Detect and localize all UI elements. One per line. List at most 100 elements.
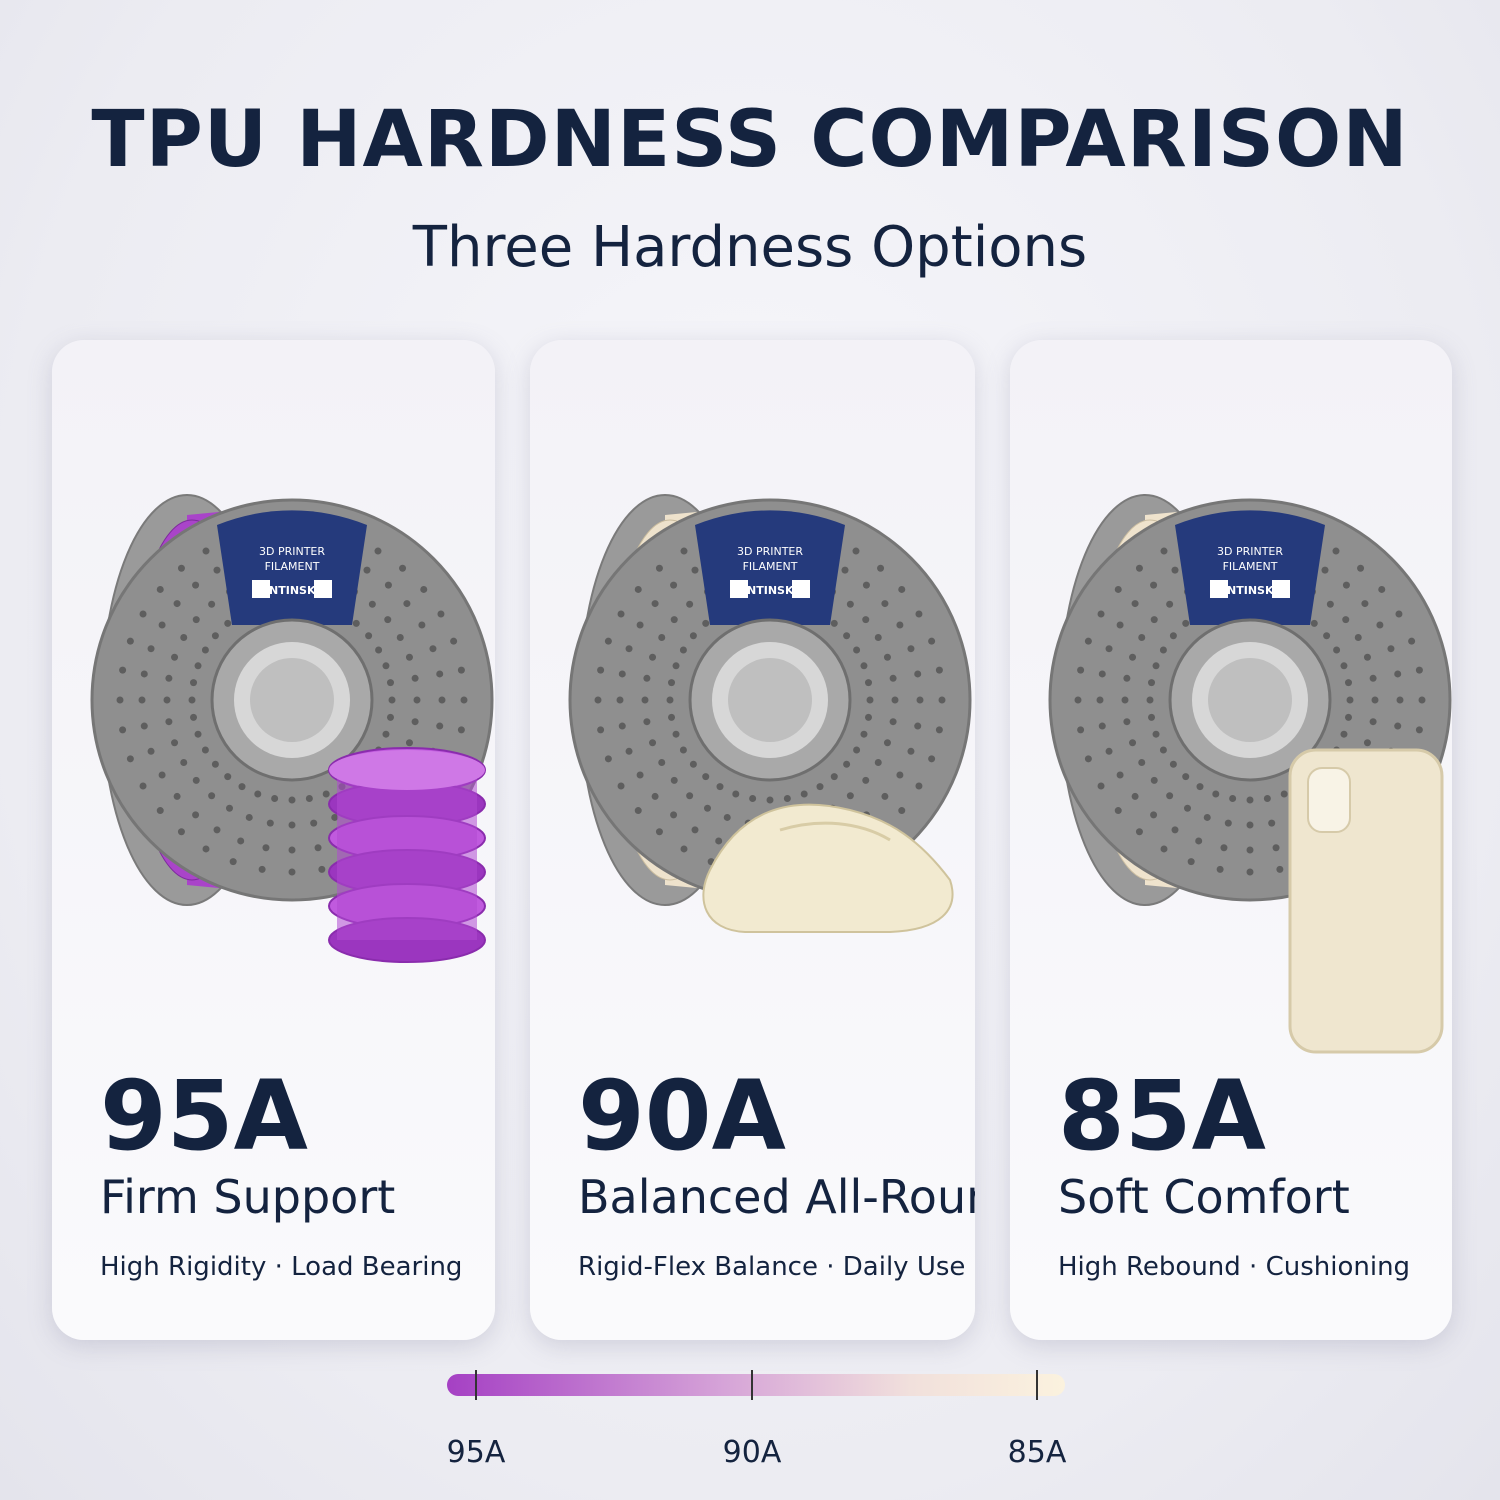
decor-circle (1150, 811, 1158, 819)
decor-circle (636, 621, 644, 629)
decor-circle (396, 634, 404, 641)
decor-circle (715, 837, 723, 845)
decor-circle (686, 792, 694, 800)
decor-circle (1105, 747, 1113, 755)
decor-circle (1123, 674, 1131, 682)
decor-circle (1415, 666, 1423, 674)
decor-circle (386, 713, 394, 721)
decor-circle (874, 759, 882, 766)
decor-circle (896, 771, 904, 779)
decor-circle (704, 804, 711, 812)
decor-circle (616, 696, 624, 704)
decor-circle (749, 794, 757, 802)
decor-circle (1150, 581, 1158, 589)
decor-circle (891, 696, 899, 704)
decor-circle (211, 632, 219, 640)
decor-circle (190, 713, 198, 721)
decor-circle (1310, 619, 1318, 627)
decor-circle (1376, 621, 1384, 629)
decor-circle (1098, 722, 1106, 730)
decor-circle (1263, 794, 1271, 802)
decor-circle (907, 747, 915, 755)
decor-circle (862, 616, 870, 624)
decor-rect (314, 580, 332, 598)
decor-circle (180, 634, 188, 641)
decor-circle (862, 581, 870, 589)
decor-circle (288, 821, 296, 829)
decor-circle (732, 790, 740, 798)
decor-circle (1276, 865, 1284, 873)
decor-circle (211, 760, 219, 768)
decor-circle (889, 674, 897, 682)
decor-circle (368, 600, 376, 608)
decor-circle (399, 564, 407, 572)
decor-circle (1114, 585, 1122, 593)
decor-text: FILAMENT (1223, 560, 1278, 573)
decor-circle (1171, 826, 1179, 834)
decor-circle (450, 637, 458, 645)
decor-circle (1131, 792, 1139, 800)
decor-circle (1097, 610, 1105, 618)
decor-circle (158, 621, 166, 629)
decor-circle (388, 696, 396, 704)
decor-circle (843, 632, 851, 640)
decor-circle (374, 547, 382, 555)
decor-circle (641, 696, 649, 704)
decor-circle (864, 679, 872, 687)
decor-circle (1077, 666, 1085, 674)
decor-circle (1169, 632, 1177, 640)
decor-circle (1138, 634, 1146, 641)
decor-circle (1160, 547, 1168, 555)
decor-circle (860, 730, 868, 738)
decor-rect (730, 580, 748, 598)
decor-circle (1208, 658, 1292, 742)
decor-circle (139, 782, 147, 790)
decor-text: FILAMENT (265, 560, 320, 573)
decor-rect (337, 770, 477, 940)
decor-circle (119, 726, 127, 734)
decor-circle (691, 826, 699, 834)
decor-circle (670, 776, 678, 784)
decor-circle (618, 722, 626, 730)
decor-circle (156, 585, 164, 593)
decor-circle (843, 760, 851, 768)
decor-circle (1097, 782, 1105, 790)
decor-circle (213, 566, 221, 574)
decor-circle (672, 662, 680, 670)
decor-circle (668, 713, 676, 721)
decor-text: ANTINSKY (261, 584, 325, 597)
decor-circle (384, 581, 392, 589)
decor-circle (165, 718, 173, 726)
spool-illustration: 3D PRINTER FILAMENT ANTINSKY (568, 494, 972, 933)
decor-ellipse (329, 750, 485, 790)
product-shoe (702, 803, 954, 933)
decor-circle (1357, 564, 1365, 572)
decor-circle (1246, 868, 1254, 876)
decor-circle (192, 776, 200, 784)
hardness-name: Firm Support (100, 1170, 396, 1224)
decor-circle (208, 600, 216, 608)
decor-circle (314, 844, 322, 852)
decor-circle (163, 696, 171, 704)
decor-circle (436, 670, 444, 678)
decor-circle (258, 865, 266, 873)
decor-circle (363, 566, 371, 574)
decor-circle (1268, 819, 1276, 827)
decor-circle (1152, 730, 1160, 738)
decor-circle (655, 564, 663, 572)
decor-circle (1077, 726, 1085, 734)
decor-circle (1196, 783, 1204, 791)
decor-circle (1074, 696, 1082, 704)
decor-circle (625, 645, 633, 653)
decor-circle (898, 585, 906, 593)
decor-circle (192, 581, 200, 589)
decor-path (779, 821, 891, 842)
hardness-features: Rigid-Flex Balance · Daily Use (578, 1252, 966, 1282)
decor-circle (171, 653, 179, 661)
decor-circle (1395, 610, 1403, 618)
decor-circle (670, 581, 678, 589)
page-title: TPU HARDNESS COMPARISON (91, 95, 1409, 185)
decor-circle (190, 679, 198, 687)
decor-circle (862, 776, 870, 784)
decor-circle (1187, 858, 1195, 866)
